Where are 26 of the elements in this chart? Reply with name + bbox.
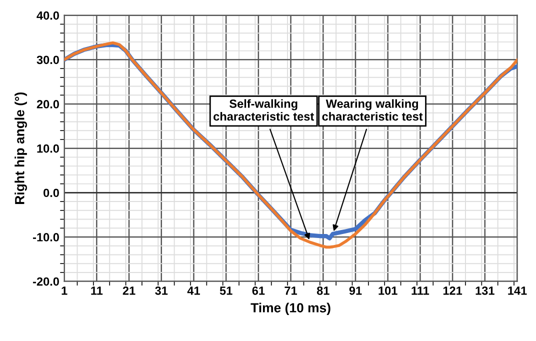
annotation: Self-walking characteristic test xyxy=(214,99,314,121)
x-tick-label: 31 xyxy=(155,286,168,295)
y-tick-label: -10.0 xyxy=(33,233,59,242)
y-tick-label: -20.0 xyxy=(33,277,59,286)
x-tick-label: 81 xyxy=(316,286,330,295)
x-tick-label: 121 xyxy=(443,286,462,295)
x-tick-label: 91 xyxy=(349,286,362,295)
annotation: Wearing walking characteristic test xyxy=(322,99,423,121)
x-tick-label: 11 xyxy=(91,286,103,295)
y-tick-label: 40.0 xyxy=(36,11,59,20)
x-tick-label: 41 xyxy=(187,286,200,295)
x-tick-label: 101 xyxy=(378,286,398,295)
x-tick-label: 141 xyxy=(508,286,527,295)
x-tick-label: 131 xyxy=(476,286,494,295)
x-tick-label: 21 xyxy=(122,286,136,295)
y-tick-label: 10.0 xyxy=(37,144,59,153)
y-tick-label: 20.0 xyxy=(36,100,59,108)
x-tick-label: 1 xyxy=(62,286,68,295)
y-tick-label: 30.0 xyxy=(36,56,59,64)
x-tick-label: 71 xyxy=(284,286,298,295)
x-tick-label: 111 xyxy=(412,286,430,295)
x-axis-title: Time (10 ms) xyxy=(250,302,330,316)
y-axis-title: Right hip angle (°) xyxy=(14,92,27,204)
x-tick-label: 51 xyxy=(220,286,232,295)
x-tick-label: 61 xyxy=(252,286,265,295)
y-tick-label: 0.0 xyxy=(44,188,59,198)
